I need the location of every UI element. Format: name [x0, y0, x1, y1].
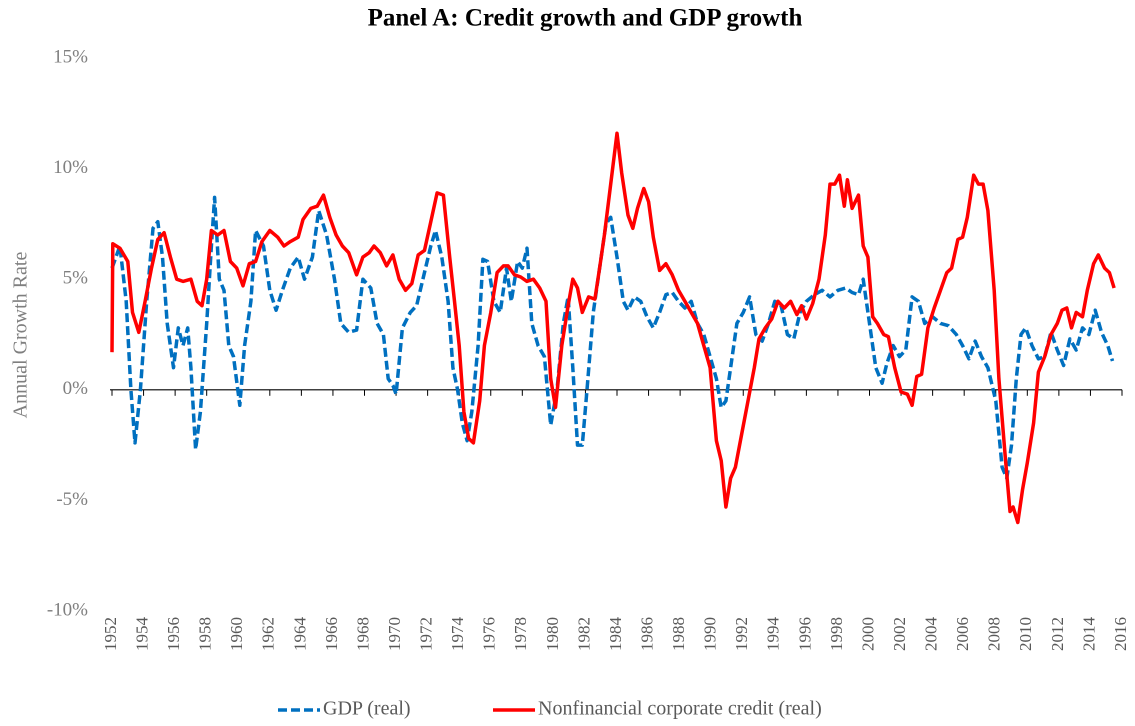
y-tick-label: 15%	[53, 46, 88, 67]
x-tick-label: 1960	[227, 617, 246, 651]
x-tick-label: 1962	[259, 617, 278, 651]
x-tick-label: 1956	[164, 617, 183, 651]
x-tick-label: 1978	[511, 617, 530, 651]
x-tick-label: 1992	[732, 617, 751, 651]
legend-label: Nonfinancial corporate credit (real)	[538, 698, 822, 720]
x-tick-label: 1952	[101, 617, 120, 651]
x-tick-label: 2002	[890, 617, 909, 651]
y-axis-title: Annual Growth Rate	[10, 252, 32, 419]
y-tick-label: 10%	[53, 157, 88, 178]
x-tick-label: 2014	[1079, 617, 1098, 652]
x-tick-label: 1998	[827, 617, 846, 651]
x-tick-label: 1954	[132, 617, 151, 652]
x-tick-label: 1982	[574, 617, 593, 651]
x-tick-label: 2012	[1048, 617, 1067, 651]
x-tick-label: 1986	[637, 617, 656, 651]
x-tick-label: 1984	[606, 617, 625, 652]
x-tick-label: 2000	[858, 617, 877, 651]
series-line	[110, 131, 1116, 525]
x-tick-label: 1970	[385, 617, 404, 651]
x-tick-label: 1990	[701, 617, 720, 651]
y-tick-label: 0%	[63, 378, 89, 399]
x-tick-label: 2006	[953, 617, 972, 651]
x-tick-label: 1980	[543, 617, 562, 651]
x-tick-label: 1976	[480, 617, 499, 651]
y-tick-label: -10%	[47, 599, 88, 620]
x-tick-label: 2010	[1016, 617, 1035, 651]
x-tick-label: 1964	[290, 617, 309, 652]
x-tick-label: 2016	[1111, 617, 1130, 651]
x-tick-label: 1974	[448, 617, 467, 652]
x-tick-label: 2008	[985, 617, 1004, 651]
x-tick-label: 1988	[669, 617, 688, 651]
y-tick-label: -5%	[56, 489, 88, 510]
x-tick-label: 1994	[764, 617, 783, 652]
x-tick-label: 1972	[417, 617, 436, 651]
x-tick-label: 1966	[322, 617, 341, 651]
x-tick-label: 2004	[922, 617, 941, 652]
y-tick-label: 5%	[63, 268, 89, 289]
legend-label: GDP (real)	[323, 698, 411, 720]
x-tick-label: 1958	[196, 617, 215, 651]
x-tick-label: 1996	[795, 617, 814, 651]
chart-title: Panel A: Credit growth and GDP growth	[368, 5, 803, 32]
series-line	[110, 195, 1115, 481]
x-tick-label: 1968	[353, 617, 372, 651]
